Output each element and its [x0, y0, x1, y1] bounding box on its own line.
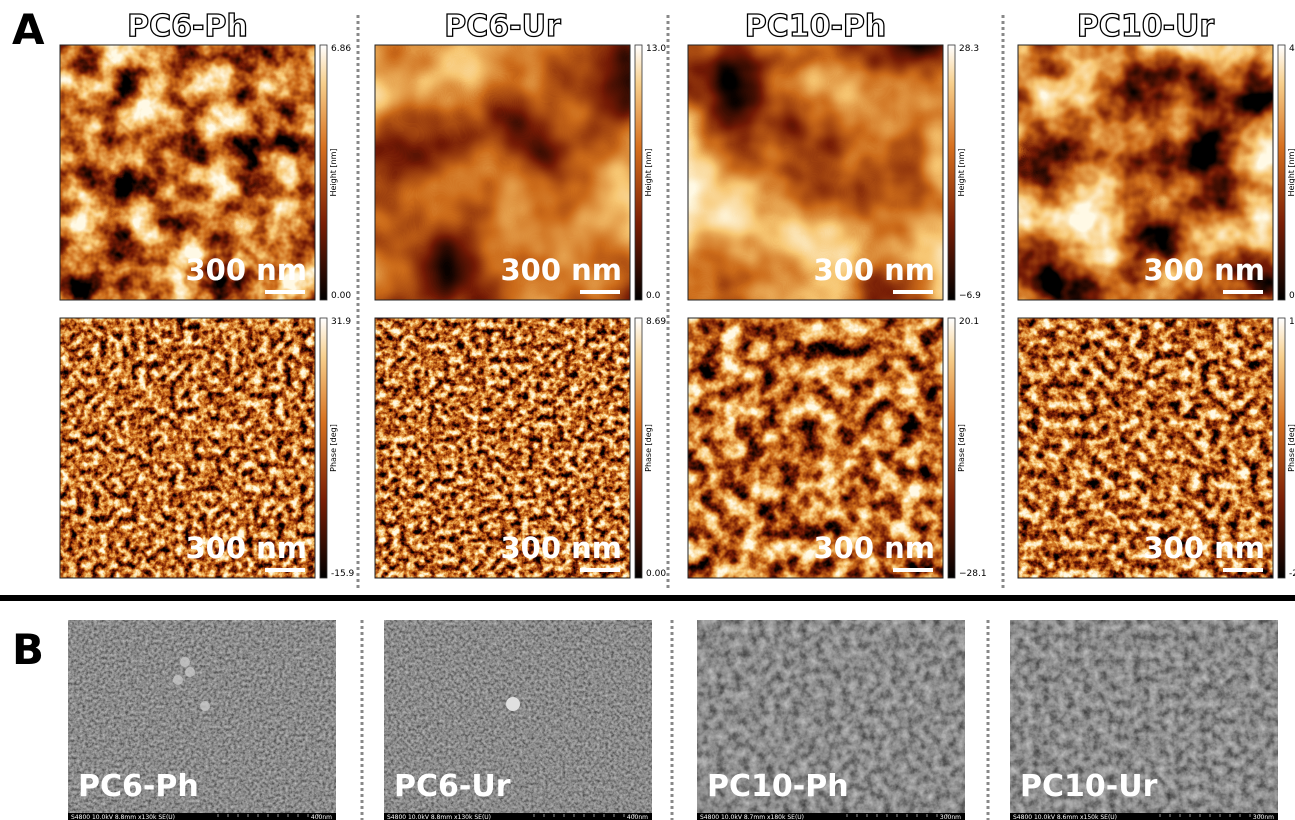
column-title: PC6-Ur — [444, 9, 561, 44]
column-title: PC10-Ph — [745, 9, 887, 44]
colorbar — [948, 45, 955, 300]
scale-bar — [893, 290, 933, 294]
colorbar-label: Height [nm] — [329, 148, 338, 196]
scale-bar — [1223, 290, 1263, 294]
panel-label: A — [12, 5, 45, 54]
column-title: PC10-Ur — [1077, 9, 1215, 44]
scale-bar — [265, 568, 305, 572]
sem-info: S4800 10.0kV 8.8mm x130k SE(U) — [71, 814, 175, 820]
colorbar-label: Phase [deg] — [1287, 424, 1295, 472]
colorbar-max: 13.0 — [646, 44, 666, 54]
particle — [200, 701, 210, 711]
colorbar-max: 4.75 — [1289, 44, 1295, 54]
particle — [173, 675, 183, 685]
colorbar-min: −6.9 — [959, 291, 981, 301]
colorbar-max: 20.1 — [959, 317, 979, 327]
colorbar-min: 0.0 — [646, 291, 661, 301]
particle — [185, 667, 195, 677]
colorbar-min: 0.00 — [646, 569, 666, 579]
colorbar-label: Phase [deg] — [329, 424, 338, 472]
scale-bar — [893, 568, 933, 572]
column-title: PC6-Ph — [127, 9, 248, 44]
scale-bar-label: 300 nm — [814, 531, 936, 565]
sem-info: S4800 10.0kV 8.7mm x180k SE(U) — [700, 814, 804, 820]
colorbar — [635, 45, 642, 300]
colorbar-max: 6.86 — [331, 44, 351, 54]
scale-bar-label: 300 nm — [501, 531, 623, 565]
sem-info: S4800 10.0kV 8.8mm x130k SE(U) — [387, 814, 491, 820]
colorbar-label: Phase [deg] — [644, 424, 653, 472]
sem-scale: 400nm — [627, 814, 648, 820]
particle — [180, 657, 190, 667]
figure: A B PC6-Ph 6.86 0.00 Height [nm] 300 nm 31.9 -… — [0, 0, 1295, 820]
sem-label: PC10-Ur — [1020, 769, 1158, 804]
colorbar — [320, 318, 327, 578]
colorbar — [1278, 45, 1285, 300]
colorbar-min: −28.1 — [959, 569, 987, 579]
colorbar — [320, 45, 327, 300]
sem-label: PC6-Ph — [78, 769, 199, 804]
colorbar — [635, 318, 642, 578]
colorbar — [1278, 318, 1285, 578]
sem-scale: 400nm — [311, 814, 332, 820]
divider — [0, 595, 1295, 601]
scale-bar-label: 300 nm — [1144, 531, 1266, 565]
scale-bar-label: 300 nm — [186, 253, 308, 287]
scale-bar — [265, 290, 305, 294]
colorbar-min: -15.9 — [331, 569, 355, 579]
scale-bar-label: 300 nm — [501, 253, 623, 287]
particle — [506, 697, 520, 711]
sem-label: PC10-Ph — [707, 769, 849, 804]
colorbar-max: 1 — [1289, 317, 1295, 327]
scale-bar-label: 300 nm — [1144, 253, 1266, 287]
sem-scale: 300nm — [940, 814, 961, 820]
colorbar-max: 8.69 — [646, 317, 666, 327]
colorbar-label: Height [nm] — [1287, 148, 1295, 196]
colorbar-max: 31.9 — [331, 317, 351, 327]
scale-bar-label: 300 nm — [814, 253, 936, 287]
scale-bar — [1223, 568, 1263, 572]
colorbar-min: 0.00 — [1289, 291, 1295, 301]
colorbar-label: Height [nm] — [644, 148, 653, 196]
scale-bar — [580, 290, 620, 294]
colorbar-max: 28.3 — [959, 44, 979, 54]
colorbar-min: 0.00 — [331, 291, 351, 301]
scale-bar-label: 300 nm — [186, 531, 308, 565]
sem-scale: 300nm — [1253, 814, 1274, 820]
colorbar-label: Height [nm] — [957, 148, 966, 196]
page: A B PC6-Ph 6.86 0.00 Height [nm] 300 nm 31.9 -… — [0, 0, 1295, 820]
panel-label: B — [12, 625, 44, 674]
colorbar — [948, 318, 955, 578]
sem-label: PC6-Ur — [394, 769, 511, 804]
colorbar-label: Phase [deg] — [957, 424, 966, 472]
colorbar-min: -2 — [1289, 569, 1295, 579]
sem-info: S4800 10.0kV 8.6mm x150k SE(U) — [1013, 814, 1117, 820]
scale-bar — [580, 568, 620, 572]
